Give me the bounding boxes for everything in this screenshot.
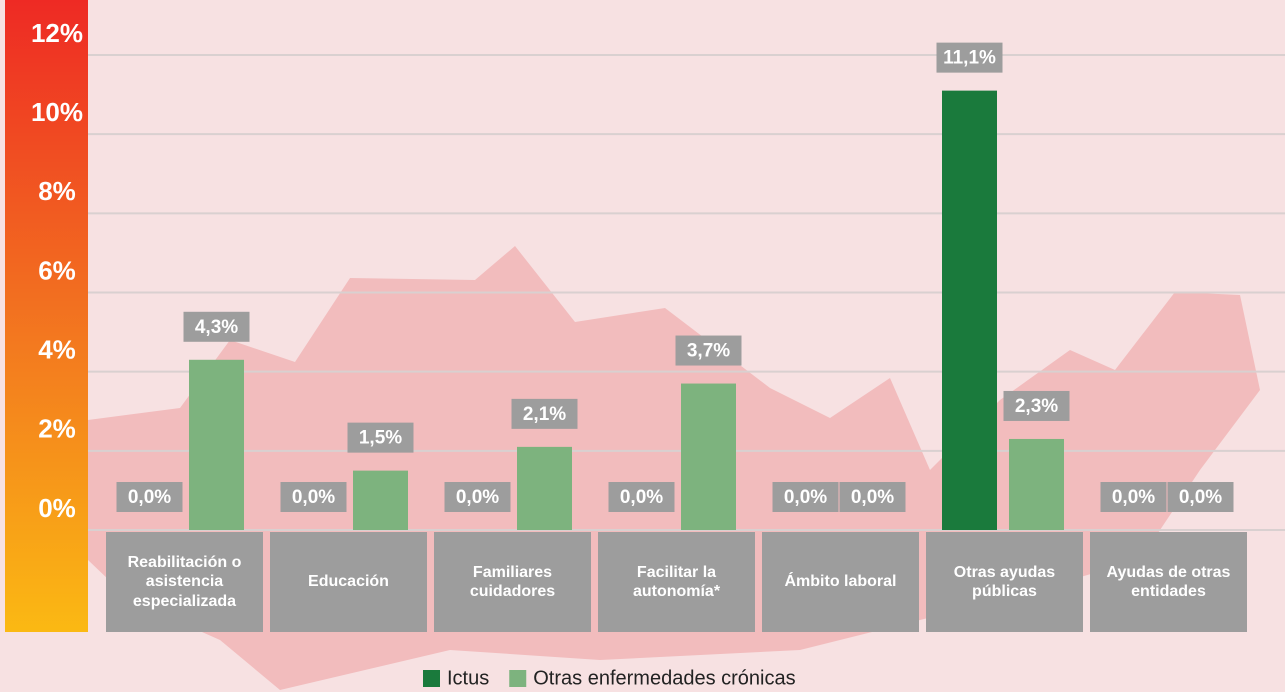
value-label-box xyxy=(936,42,1003,73)
y-tick-label: 6% xyxy=(38,255,76,285)
y-tick-label: 2% xyxy=(38,414,76,444)
y-tick-label: 12% xyxy=(31,18,83,48)
y-tick-label: 8% xyxy=(38,176,76,206)
value-label: 0,0% xyxy=(851,487,894,508)
category-label: Educación xyxy=(270,532,427,632)
value-label-box xyxy=(444,482,511,512)
bar xyxy=(681,383,736,530)
value-label: 0,0% xyxy=(784,487,827,508)
value-label: 0,0% xyxy=(456,487,499,508)
category-label: Ámbito laboral xyxy=(762,532,919,632)
value-label: 2,3% xyxy=(1015,396,1058,417)
value-label-box xyxy=(772,482,839,512)
legend-label: Ictus xyxy=(447,667,489,689)
legend-swatch xyxy=(423,670,440,687)
value-label: 0,0% xyxy=(1179,487,1222,508)
legend-label: Otras enfermedades crónicas xyxy=(533,667,795,689)
value-label-box xyxy=(116,482,183,512)
value-label: 0,0% xyxy=(128,487,171,508)
value-label-box xyxy=(280,482,347,512)
value-label: 0,0% xyxy=(620,487,663,508)
value-label-box xyxy=(1003,390,1070,421)
category-label: Otras ayudas públicas xyxy=(926,532,1083,632)
y-tick-label: 4% xyxy=(38,335,76,365)
bar xyxy=(942,90,997,530)
category-label: Reabilitación o asistencia especializada xyxy=(106,532,263,632)
bar xyxy=(1009,438,1064,530)
value-label: 3,7% xyxy=(687,341,730,362)
value-label: 1,5% xyxy=(359,428,402,449)
value-label-box xyxy=(839,482,906,512)
value-label-box xyxy=(1100,482,1167,512)
value-label-box xyxy=(183,311,250,342)
category-label: Familiares cuidadores xyxy=(434,532,591,632)
y-tick-label: 0% xyxy=(38,493,76,523)
value-label: 0,0% xyxy=(292,487,335,508)
bar xyxy=(517,446,572,530)
category-label: Facilitar la autonomía* xyxy=(598,532,755,632)
value-label-box xyxy=(1167,482,1234,512)
y-tick-label: 10% xyxy=(31,97,83,127)
value-label-box xyxy=(511,398,578,429)
value-label: 2,1% xyxy=(523,404,566,425)
value-label: 4,3% xyxy=(195,317,238,338)
category-label: Ayudas de otras entidades xyxy=(1090,532,1247,632)
legend-swatch xyxy=(509,670,527,687)
value-label-box xyxy=(675,335,742,366)
value-label: 11,1% xyxy=(943,48,996,69)
value-label-box xyxy=(608,482,675,512)
axis-gradient xyxy=(5,0,88,632)
bar xyxy=(189,359,244,530)
bar xyxy=(353,470,408,530)
value-label-box xyxy=(347,422,414,453)
value-label: 0,0% xyxy=(1112,487,1155,508)
